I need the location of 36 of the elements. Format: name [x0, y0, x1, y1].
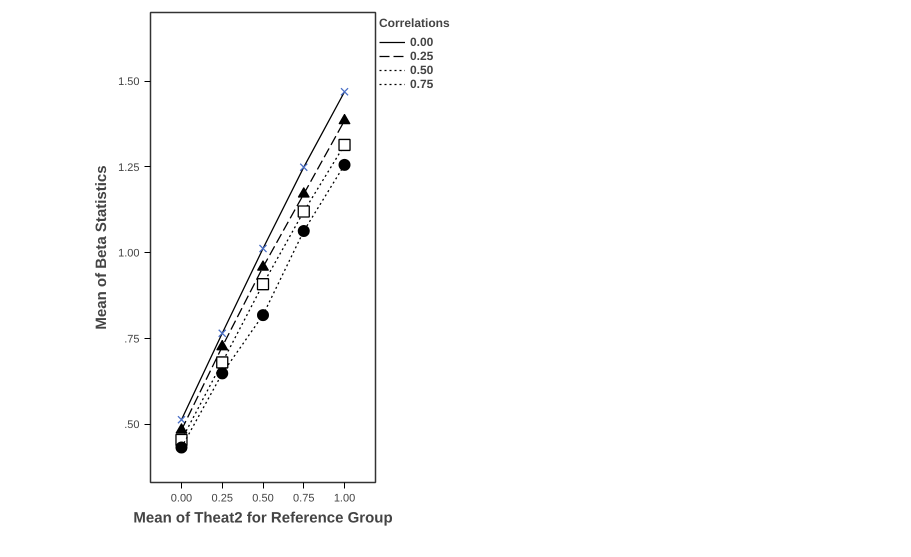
point [257, 260, 269, 271]
x-tick-label: 0.50 [252, 492, 274, 504]
point [177, 416, 186, 424]
point [256, 278, 270, 290]
point [216, 367, 228, 380]
legend-label: 0.25 [410, 49, 434, 63]
y-tick-label: .75 [124, 333, 140, 346]
point [298, 187, 310, 198]
y-tick-label: 1.50 [118, 76, 140, 88]
x-tick-label: 0.75 [293, 492, 314, 504]
point [216, 340, 228, 350]
x-tick-label: 1.00 [334, 492, 356, 504]
point [257, 309, 269, 322]
point [298, 205, 310, 218]
x-axis-title: Mean of Theat2 for Reference Group [133, 510, 393, 526]
point [338, 138, 351, 152]
y-tick-label: 1.25 [118, 162, 140, 174]
x-tick-label: 0.00 [170, 492, 192, 504]
point [175, 442, 188, 454]
legend-label: 0.00 [410, 35, 434, 49]
point [298, 225, 310, 238]
legend-title: Correlations [379, 16, 450, 30]
point [338, 114, 351, 124]
point [300, 163, 308, 172]
legend-label: 0.75 [410, 77, 434, 91]
x-tick-label: 0.25 [212, 492, 233, 504]
point [216, 356, 228, 369]
y-tick-label: 1.00 [118, 248, 140, 260]
point [218, 329, 226, 338]
point [338, 158, 351, 171]
y-axis-title: Mean of Beta Statistics [93, 165, 110, 330]
point [258, 244, 268, 253]
point [340, 88, 349, 96]
y-tick-label: .50 [124, 419, 140, 432]
point [175, 423, 188, 434]
legend-label: 0.50 [410, 63, 434, 77]
